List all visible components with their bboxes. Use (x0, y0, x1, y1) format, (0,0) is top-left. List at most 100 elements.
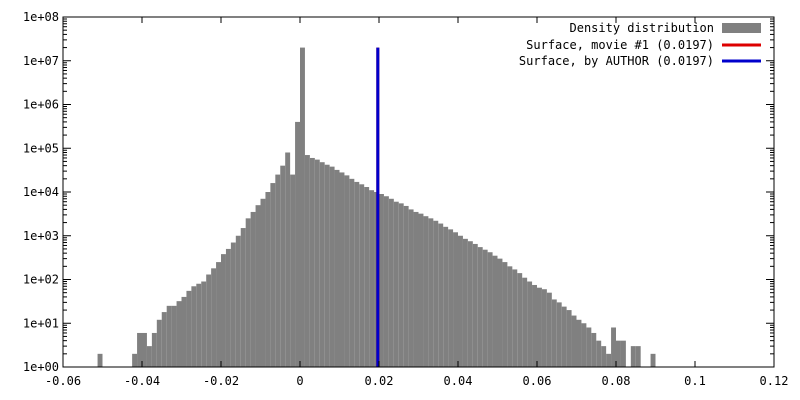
histogram-bar (487, 252, 493, 367)
histogram-bar (635, 346, 641, 367)
histogram-bar (206, 274, 212, 367)
x-tick-label: 0.04 (444, 374, 473, 388)
histogram-bar (581, 323, 587, 367)
histogram-bar (304, 155, 310, 367)
histogram-bar (556, 302, 562, 367)
histogram-bar (393, 201, 399, 367)
x-axis: -0.06 -0.04 -0.02 0 0.02 0.04 0.06 0.08 0.1 0.12 (45, 17, 789, 388)
histogram-bar (630, 346, 636, 367)
histogram-bar (408, 209, 414, 367)
legend-label: Surface, movie #1 (0.0197) (526, 38, 714, 52)
histogram-bar (522, 277, 528, 367)
histogram-bar (349, 178, 355, 367)
histogram-bar (477, 247, 483, 367)
histogram-bar (492, 255, 498, 367)
y-axis: 1e+00 1e+01 1e+02 1e+03 1e+04 1e+05 1e+06 1e+07… (23, 10, 774, 374)
histogram-bar (265, 192, 271, 367)
histogram-bar (586, 327, 592, 367)
histogram-bar (482, 249, 488, 367)
histogram-bar (186, 290, 192, 367)
histogram-bar (512, 269, 518, 367)
histogram-bar (413, 211, 419, 367)
x-tick-label: -0.02 (203, 374, 239, 388)
histogram-bar (467, 241, 473, 367)
histogram-bar (270, 183, 276, 367)
histogram-bar (156, 319, 162, 367)
histogram-bar (566, 310, 572, 367)
y-tick-label: 1e+03 (23, 229, 59, 243)
histogram-bar (388, 198, 394, 367)
histogram-bar (551, 299, 557, 367)
legend: Density distribution Surface, movie #1 (0… (519, 21, 761, 68)
histogram-bar (546, 292, 552, 367)
histogram-bar (132, 353, 138, 367)
histogram-bar (319, 162, 325, 367)
histogram-bar (507, 266, 513, 367)
histogram-bar (280, 165, 286, 367)
histogram-bar (532, 284, 537, 367)
histogram-bar (443, 226, 449, 367)
histogram-bar (329, 166, 335, 367)
histogram-bar (462, 238, 468, 367)
histogram-bar (364, 187, 370, 367)
x-tick-label: 0.12 (760, 374, 789, 388)
histogram-bar (502, 262, 508, 367)
histogram-bar (527, 281, 533, 367)
histogram-bar (354, 181, 360, 367)
histogram-bar (497, 258, 503, 367)
histogram-bar (191, 286, 197, 367)
histogram-bar (196, 283, 202, 367)
y-tick-label: 1e+01 (23, 316, 59, 330)
histogram-bar (285, 152, 291, 367)
histogram-bar (166, 305, 172, 367)
histogram-bar (339, 172, 345, 367)
y-tick-label: 1e+05 (23, 141, 59, 155)
histogram-bar (300, 47, 305, 367)
histogram-bar (428, 218, 434, 367)
histogram-bar (245, 218, 251, 367)
x-tick-label: 0 (296, 374, 303, 388)
histogram-bar (616, 340, 621, 367)
histogram-bar (290, 174, 296, 367)
legend-label: Surface, by AUTHOR (0.0197) (519, 54, 714, 68)
histogram-bar (230, 242, 236, 367)
histogram-bar (423, 216, 429, 367)
histogram-bar (517, 273, 523, 367)
histogram-bar (275, 174, 281, 367)
histogram-bar (161, 312, 167, 367)
histogram-bar (606, 353, 612, 367)
legend-label: Density distribution (570, 21, 715, 35)
histogram-bar (650, 353, 656, 367)
histogram-bar (537, 287, 542, 367)
y-tick-label: 1e+08 (23, 10, 59, 24)
histogram-bar (309, 157, 315, 367)
histogram-bar (383, 196, 389, 367)
histogram-bar (260, 198, 266, 367)
histogram-bar (146, 346, 152, 367)
y-tick-label: 1e+06 (23, 98, 59, 112)
y-tick-label: 1e+02 (23, 273, 59, 287)
histogram-bar (438, 223, 444, 367)
histogram-bar (181, 296, 187, 367)
histogram-bar (472, 243, 478, 367)
histogram-bar (314, 159, 320, 367)
histogram-bars (97, 47, 656, 367)
histogram-bar (611, 327, 616, 367)
histogram-bar (250, 211, 256, 367)
histogram-bar (171, 305, 177, 367)
x-tick-label: -0.04 (124, 374, 160, 388)
histogram-bar (369, 190, 375, 367)
histogram-bar (137, 332, 142, 367)
y-tick-label: 1e+07 (23, 54, 59, 68)
histogram-bar (458, 235, 463, 367)
legend-swatch (722, 23, 761, 33)
histogram-bar (453, 232, 458, 367)
histogram-bar (359, 184, 365, 367)
histogram-bar (235, 235, 241, 367)
histogram-bar (576, 319, 582, 367)
y-tick-label: 1e+00 (23, 360, 59, 374)
histogram-bar (591, 332, 597, 367)
histogram-bar (418, 213, 424, 367)
